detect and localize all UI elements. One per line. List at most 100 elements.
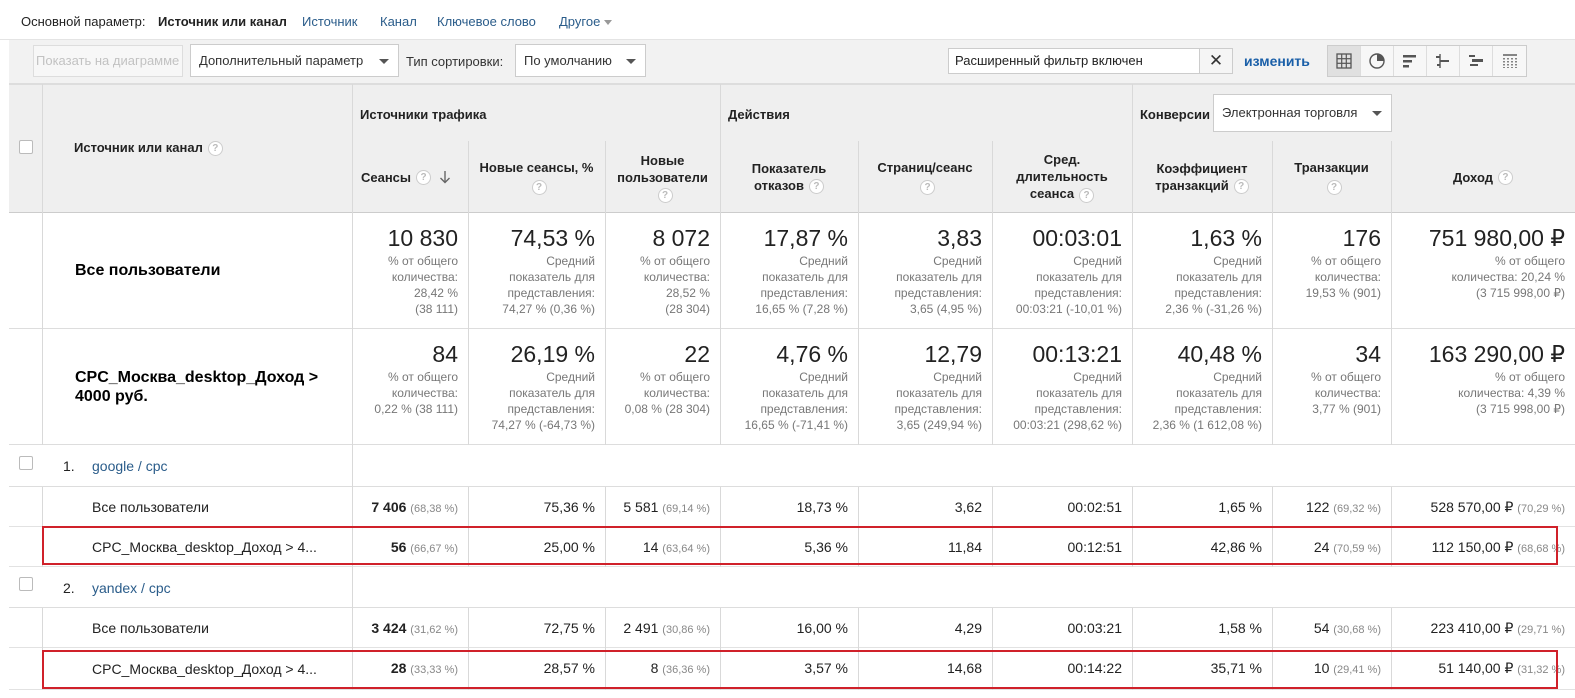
pie-view-button[interactable] — [1361, 46, 1394, 76]
cell-value: 28 — [390, 660, 407, 676]
cell-percent: (31,62 %) — [410, 624, 458, 636]
chevron-down-icon — [1372, 111, 1382, 116]
grid-divider — [605, 141, 606, 445]
segment-metric-caption: (38 111) — [415, 302, 458, 316]
cell-percent: (30,86 %) — [662, 624, 710, 636]
grid-divider — [42, 608, 43, 690]
column-bounce-label-1: Показатель — [751, 160, 827, 176]
cell-percent: (33,33 %) — [410, 664, 458, 676]
row-checkbox[interactable] — [19, 577, 33, 591]
table-row: CPC_Москва_desktop_Доход > 4... — [9, 648, 1575, 690]
grid-divider — [992, 487, 993, 567]
cell-value: 75,36 % — [543, 499, 595, 515]
cell-percent: (63,64 %) — [662, 543, 710, 555]
advanced-filter-field[interactable]: Расширенный фильтр включен — [948, 48, 1200, 74]
cell-value: 56 — [390, 539, 407, 555]
help-icon[interactable]: ? — [416, 169, 432, 185]
dimension-column-header[interactable]: Источник или канал? — [74, 140, 223, 157]
column-new-users[interactable]: Новые пользователи ? — [605, 141, 720, 213]
cell-conversion-rate: 1,65 % — [1218, 499, 1262, 515]
segment-name-line-2: 4000 руб. — [75, 388, 148, 405]
cell-value: 54 — [1313, 620, 1330, 636]
help-icon[interactable]: ? — [1233, 179, 1249, 195]
bar-chart-icon — [1403, 55, 1416, 68]
grid-divider — [1272, 141, 1273, 445]
cell-pages-per-session: 4,29 — [955, 620, 982, 636]
dimension-link-other[interactable]: Другое — [559, 14, 613, 29]
segment-metric-caption: представления: — [1034, 402, 1122, 416]
cell-value: 18,73 % — [796, 499, 848, 515]
segment-metric-transactions: 34 — [1355, 341, 1381, 367]
segment-metric-caption: показатель для — [896, 386, 982, 400]
cell-revenue: 223 410,00 ₽ (29,71 %) — [1431, 620, 1565, 637]
table-view-button[interactable] — [1328, 46, 1361, 76]
cell-revenue: 528 570,00 ₽ (70,29 %) — [1431, 499, 1565, 516]
grid-divider — [605, 487, 606, 567]
sort-type-dropdown[interactable]: По умолчанию — [515, 44, 646, 77]
cell-avg-duration: 00:02:51 — [1068, 499, 1123, 515]
column-duration-label-3-text: сеанса — [1029, 186, 1075, 202]
column-sessions[interactable]: Сеансы? — [352, 141, 468, 213]
segment-metric-pages-per-session: 3,83 — [937, 225, 982, 251]
cell-avg-duration: 00:12:51 — [1068, 539, 1123, 555]
dimension-link-source[interactable]: Источник — [302, 14, 358, 29]
comparison-view-button[interactable] — [1427, 46, 1460, 76]
help-icon[interactable]: ? — [808, 179, 824, 195]
cell-revenue: 112 150,00 ₽ (68,68 %) — [1432, 539, 1565, 556]
help-icon[interactable]: ? — [531, 180, 547, 195]
column-revenue[interactable]: Доход? — [1391, 141, 1575, 213]
cell-new-sessions: 28,57 % — [544, 660, 595, 676]
help-icon[interactable]: ? — [657, 187, 673, 203]
row-checkbox[interactable] — [19, 456, 33, 470]
help-icon[interactable]: ? — [1079, 187, 1095, 203]
cell-value: 3 424 — [371, 620, 407, 636]
cell-bounce-rate: 18,73 % — [797, 499, 848, 515]
dimension-link-medium[interactable]: Канал — [380, 14, 417, 29]
grid-divider — [720, 487, 721, 567]
grid-divider — [352, 141, 353, 445]
primary-dimension-label: Основной параметр: — [21, 14, 146, 29]
segment-metric-caption: Средний — [546, 370, 595, 384]
grid-divider — [1391, 141, 1392, 445]
plot-rows-button[interactable]: Показать на диаграмме — [33, 45, 183, 77]
grid-divider — [352, 445, 353, 487]
row-dimension-link[interactable]: yandex / cpc — [92, 580, 171, 596]
segment-metric-caption: % от общего — [1495, 254, 1565, 268]
group-actions: Действия — [728, 107, 790, 122]
table-row: CPC_Москва_desktop_Доход > 4... — [9, 527, 1575, 567]
column-transactions-label: Транзакции — [1294, 160, 1369, 175]
column-conversion-rate[interactable]: Коэффициент транзакций? — [1132, 141, 1272, 213]
column-transactions[interactable]: Транзакции ? — [1272, 141, 1391, 213]
help-icon[interactable]: ? — [1497, 169, 1513, 185]
conversion-type-dropdown[interactable]: Электронная торговля — [1213, 94, 1392, 132]
row-dimension-link[interactable]: google / cpc — [92, 458, 168, 474]
performance-view-button[interactable] — [1394, 46, 1427, 76]
edit-filter-link[interactable]: изменить — [1244, 53, 1310, 69]
grid-divider — [468, 487, 469, 567]
column-avg-duration[interactable]: Сред. длительность сеанса? — [992, 141, 1132, 213]
column-pages-per-session[interactable]: Страниц/сеанс ? — [858, 141, 992, 213]
clear-filter-button[interactable]: ✕ — [1199, 48, 1233, 74]
help-icon[interactable]: ? — [920, 180, 935, 195]
pivot-view-button[interactable] — [1493, 46, 1526, 76]
cell-value: 42,86 % — [1210, 539, 1262, 555]
dimension-link-keyword[interactable]: Ключевое слово — [437, 14, 536, 29]
segment-metric-caption: (3 715 998,00 ₽) — [1475, 402, 1565, 416]
column-new-sessions[interactable]: Новые сеансы, % ? — [468, 141, 605, 213]
cell-value: 10 — [1313, 660, 1330, 676]
help-icon[interactable]: ? — [207, 141, 223, 157]
cell-value: 112 150,00 ₽ — [1431, 539, 1514, 555]
table-group-row: 1. google / cpc — [9, 445, 1575, 487]
column-bounce-rate[interactable]: Показатель отказов? — [720, 141, 858, 213]
cell-value: 00:12:51 — [1067, 539, 1123, 555]
grid-divider — [720, 141, 721, 445]
select-all-checkbox[interactable] — [19, 140, 33, 154]
segment-metric-caption: 74,27 % (-64,73 %) — [491, 418, 595, 432]
segment-metric-caption: показатель для — [1036, 386, 1122, 400]
sort-type-value: По умолчанию — [524, 53, 612, 68]
help-icon[interactable]: ? — [1326, 180, 1342, 195]
segment-metric-caption: показатель для — [762, 386, 848, 400]
secondary-dimension-dropdown[interactable]: Дополнительный параметр — [190, 44, 399, 77]
term-cloud-view-button[interactable] — [1460, 46, 1493, 76]
segment-metric-caption: показатель для — [896, 270, 982, 284]
